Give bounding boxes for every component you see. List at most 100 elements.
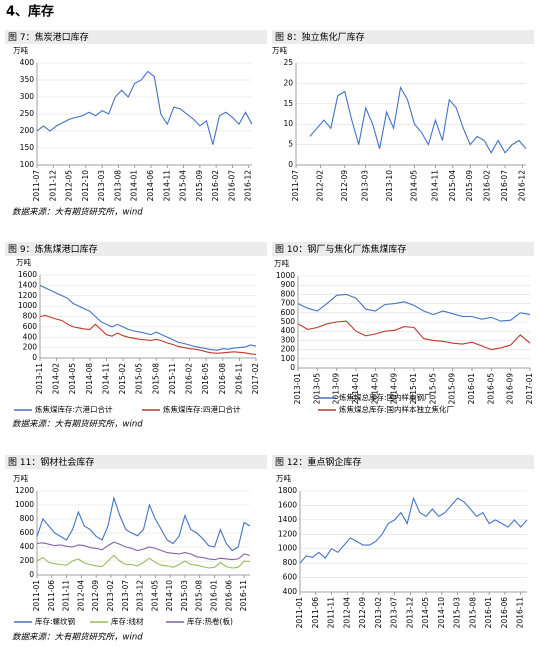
x-tick-label: 2015-09 xyxy=(448,373,457,405)
x-tick-label: 2014-11 xyxy=(101,363,110,395)
y-tick-label: 150 xyxy=(20,143,35,152)
x-tick-label: 2017-02 xyxy=(251,363,260,395)
x-tick-label: 2012-05 xyxy=(65,170,74,202)
y-tick-label: 1600 xyxy=(18,270,37,279)
x-tick-label: 2016-09 xyxy=(506,373,515,405)
x-tick-label: 2011-07 xyxy=(32,170,41,202)
x-tick-label: 2015-04 xyxy=(448,170,457,202)
x-tick-label: 2011-06 xyxy=(47,580,56,612)
x-tick-label: 2011-11 xyxy=(62,580,71,612)
x-tick-label: 2014-05 xyxy=(150,580,159,612)
x-tick-label: 2014-11 xyxy=(162,170,171,202)
x-tick-label: 2016-01 xyxy=(210,580,219,612)
x-tick-label: 2014-05 xyxy=(421,597,430,629)
figure-title: 图 7：焦炭港口库存 xyxy=(8,31,89,43)
line-series xyxy=(297,320,531,351)
x-tick-label: 2013-02 xyxy=(374,597,383,629)
y-tick-label: 350 xyxy=(20,75,35,84)
y-tick-label: 100 xyxy=(20,160,35,169)
unit-label: 万吨 xyxy=(13,473,28,483)
y-tick-label: 400 xyxy=(283,587,298,596)
x-tick-label: 2015-05 xyxy=(428,373,437,405)
figure-title-bar xyxy=(5,242,267,256)
y-tick-label: 800 xyxy=(23,312,38,321)
y-tick-label: 900 xyxy=(281,280,296,289)
source-note: 数据来源：大有期货研究所，wind xyxy=(12,632,143,643)
y-tick-label: 1200 xyxy=(15,486,34,495)
x-tick-label: 2013-12 xyxy=(405,597,414,629)
x-tick-label: 2016-06 xyxy=(224,580,233,612)
y-tick-label: 1400 xyxy=(18,280,37,289)
y-tick-label: 25 xyxy=(283,58,293,67)
y-tick-label: 600 xyxy=(23,322,38,331)
x-tick-label: 2016-07 xyxy=(227,170,236,202)
x-tick-label: 2013-03 xyxy=(361,170,370,202)
x-tick-label: 2011-12 xyxy=(48,170,57,202)
x-tick-label: 2016-07 xyxy=(500,170,509,202)
x-tick-label: 2016-11 xyxy=(239,580,248,612)
x-tick-label: 2016-12 xyxy=(244,170,253,202)
unit-label: 万吨 xyxy=(272,45,287,55)
y-tick-label: 0 xyxy=(29,570,34,579)
line-series xyxy=(39,284,257,351)
y-tick-label: 500 xyxy=(281,317,296,326)
x-tick-label: 2016-12 xyxy=(518,170,527,202)
figure-title: 图 10：钢厂与焦化厂炼焦煤库存 xyxy=(275,243,406,255)
legend-label: 炼焦煤库存:四港口合计 xyxy=(163,404,241,414)
unit-label: 万吨 xyxy=(274,258,289,268)
y-tick-label: 250 xyxy=(20,109,35,118)
x-tick-label: 2014-10 xyxy=(165,580,174,612)
y-tick-label: 1000 xyxy=(278,544,297,553)
x-tick-label: 2012-09 xyxy=(358,597,367,629)
x-tick-label: 2013-07 xyxy=(121,580,130,612)
y-tick-label: 20 xyxy=(283,78,293,87)
y-tick-label: 400 xyxy=(23,332,38,341)
y-tick-label: 800 xyxy=(20,514,35,523)
line-series xyxy=(299,496,528,564)
x-tick-label: 2014-09 xyxy=(390,373,399,405)
x-tick-label: 2011-01 xyxy=(295,597,304,629)
figure-title-bar xyxy=(5,30,267,44)
source-note: 数据来源：大有期货研究所，wind xyxy=(12,419,143,430)
line-series xyxy=(39,314,257,355)
x-tick-label: 2015-09 xyxy=(195,170,204,202)
x-tick-label: 2013-09 xyxy=(332,373,341,405)
y-tick-label: 100 xyxy=(281,354,296,363)
y-tick-label: 1200 xyxy=(18,291,37,300)
x-tick-label: 2016-11 xyxy=(234,363,243,395)
unit-label: 万吨 xyxy=(16,257,31,267)
x-tick-label: 2015-01 xyxy=(409,373,418,405)
x-tick-label: 2012-09 xyxy=(340,170,349,202)
y-tick-label: 400 xyxy=(20,58,35,67)
y-tick-label: 5 xyxy=(288,140,293,149)
x-tick-label: 2015-03 xyxy=(180,580,189,612)
y-tick-label: 1000 xyxy=(276,271,295,280)
x-tick-label: 2013-01 xyxy=(293,373,302,405)
x-tick-label: 2012-09 xyxy=(91,580,100,612)
unit-label: 万吨 xyxy=(13,45,28,55)
figure-title: 图 8：独立焦化厂库存 xyxy=(275,31,365,43)
x-tick-label: 2015-08 xyxy=(151,363,160,395)
y-tick-label: 1400 xyxy=(278,515,297,524)
x-tick-label: 2015-03 xyxy=(453,597,462,629)
x-tick-label: 2016-01 xyxy=(484,597,493,629)
y-tick-label: 1000 xyxy=(18,301,37,310)
figure-title-bar xyxy=(272,455,534,469)
x-tick-label: 2012-02 xyxy=(315,170,324,202)
x-tick-label: 2015-04 xyxy=(179,170,188,202)
x-tick-label: 2014-10 xyxy=(437,597,446,629)
x-tick-label: 2016-08 xyxy=(218,363,227,395)
y-tick-label: 200 xyxy=(20,556,35,565)
x-tick-label: 2014-05 xyxy=(409,170,418,202)
line-series xyxy=(36,495,251,552)
x-tick-label: 2011-06 xyxy=(311,597,320,629)
line-series xyxy=(36,541,251,561)
y-tick-label: 400 xyxy=(20,542,35,551)
x-tick-label: 2016-01 xyxy=(467,373,476,405)
y-tick-label: 1800 xyxy=(278,486,297,495)
x-tick-label: 2016-11 xyxy=(516,597,525,629)
y-tick-label: 700 xyxy=(281,299,296,308)
y-tick-label: 15 xyxy=(283,99,293,108)
figure-title: 图 12：重点钢企库存 xyxy=(275,456,361,468)
line-series xyxy=(297,293,531,322)
